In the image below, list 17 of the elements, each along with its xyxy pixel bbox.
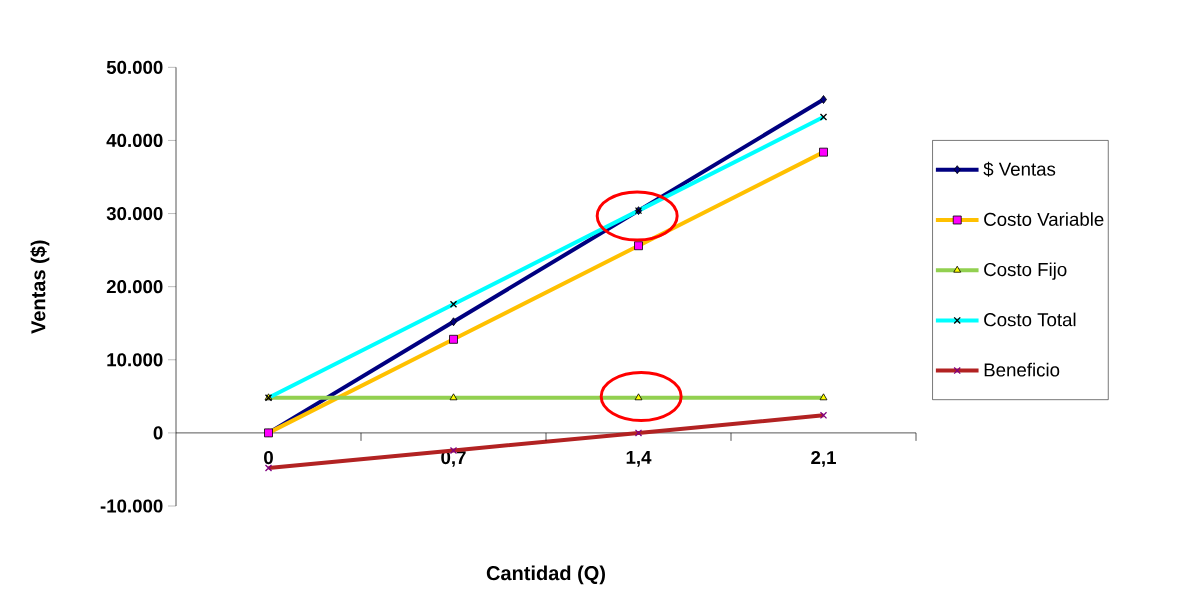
y-tick-label: 20.000 [106, 280, 163, 294]
legend-label: Beneficio [984, 362, 1060, 377]
y-tick-label: -10.000 [100, 499, 163, 513]
legend-label: $ Ventas [983, 161, 1056, 177]
x-tick-label: 2,1 [811, 450, 836, 467]
y-tick-label: 40.000 [106, 133, 163, 148]
y-tick-label: 50.000 [106, 60, 163, 74]
x-tick-label: 0 [264, 450, 273, 465]
y-tick-label: 10.000 [107, 353, 163, 367]
x-axis-title: Cantidad (Q) [486, 565, 605, 585]
legend-label: Costo Variable [984, 212, 1104, 226]
y-axis-title: Ventas ($) [30, 240, 50, 334]
legend-label: Costo Total [984, 312, 1076, 327]
y-tick-label: 0 [153, 426, 163, 440]
legend-label: Costo Fijo [984, 262, 1067, 280]
y-tick-label: 30.000 [106, 206, 163, 221]
x-tick-label: 1,4 [626, 450, 652, 467]
